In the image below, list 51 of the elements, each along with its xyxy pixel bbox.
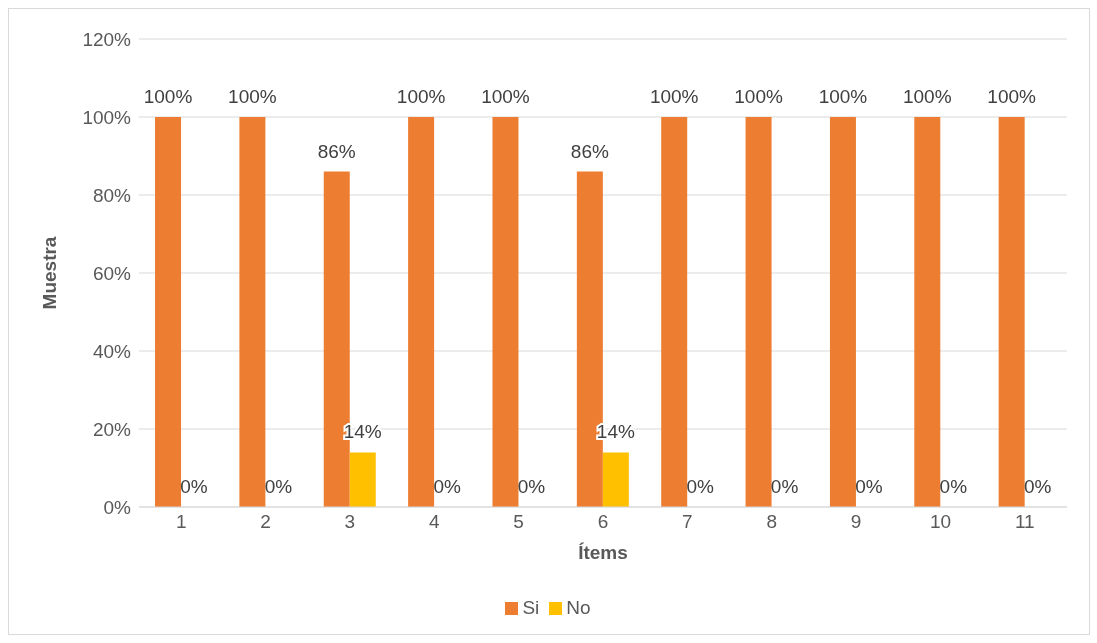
data-label: 100%	[143, 86, 193, 107]
data-label: 0%	[517, 476, 546, 497]
bar	[829, 117, 856, 507]
x-tick-label: 8	[766, 511, 778, 533]
x-tick-label: 9	[850, 511, 862, 533]
y-axis-title: Muestra	[38, 236, 60, 310]
x-tick-label: 6	[597, 511, 609, 533]
bar	[349, 452, 376, 507]
data-label: 0%	[180, 476, 208, 497]
data-label: 100%	[228, 86, 277, 107]
y-tick-label: 0%	[103, 496, 132, 518]
data-label: 86%	[317, 140, 356, 162]
x-tick-label: 11	[1014, 511, 1035, 533]
data-label: 0%	[433, 476, 461, 497]
x-tick-label: 4	[428, 511, 440, 533]
y-tick-label: 20%	[92, 418, 132, 440]
legend-label: Si	[522, 597, 540, 618]
y-tick-label: 60%	[92, 262, 132, 284]
data-label: 100%	[987, 86, 1037, 107]
x-tick-label: 2	[260, 511, 271, 533]
legend-label: No	[566, 597, 591, 618]
x-tick-label: 3	[344, 511, 356, 533]
y-tick-label: 100%	[82, 106, 132, 128]
x-tick-label: 1	[175, 511, 187, 533]
data-label: 0%	[855, 476, 883, 497]
x-axis-title: Ítems	[578, 542, 628, 563]
bar	[998, 117, 1025, 507]
data-label: 100%	[903, 86, 952, 107]
bar	[492, 117, 519, 507]
data-label: 86%	[570, 140, 609, 162]
bar	[602, 452, 629, 507]
data-label: 0%	[939, 476, 968, 497]
x-tick-label: 7	[682, 511, 693, 533]
data-label: 100%	[818, 86, 868, 107]
y-tick-label: 40%	[92, 340, 132, 362]
x-tick-label: 10	[929, 511, 952, 533]
bar	[745, 117, 772, 507]
data-label: 100%	[481, 86, 530, 107]
data-label: 0%	[264, 476, 293, 497]
bar	[661, 117, 688, 507]
bar	[408, 117, 435, 507]
data-label: 100%	[734, 86, 783, 107]
data-label: 100%	[396, 86, 446, 107]
data-label: 100%	[649, 86, 699, 107]
y-tick-label: 120%	[82, 28, 132, 50]
bar	[914, 117, 941, 507]
data-label: 0%	[686, 476, 715, 497]
bar	[239, 117, 266, 507]
x-tick-label: 5	[513, 511, 524, 533]
bar	[155, 117, 182, 507]
y-tick-label: 80%	[92, 184, 132, 206]
